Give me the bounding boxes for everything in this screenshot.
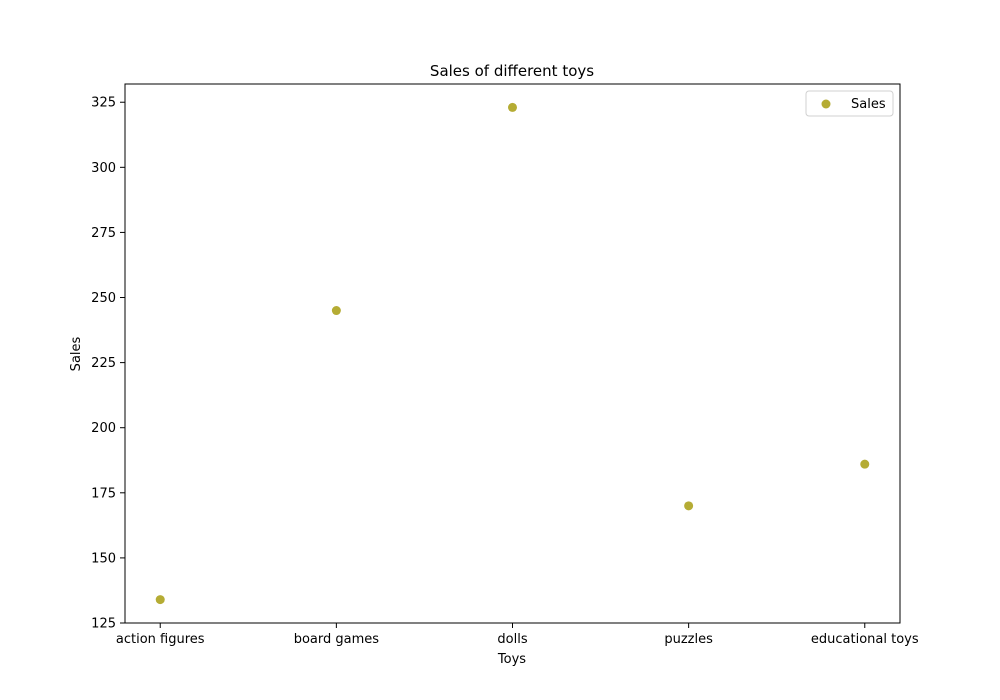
y-tick-label: 275: [91, 226, 116, 241]
legend-marker: [821, 99, 831, 109]
data-point-action-figures: [155, 595, 165, 605]
y-tick-label: 200: [91, 421, 116, 436]
y-axis-ticks: 125 150 175 200 225 250 275 300 325: [91, 96, 125, 632]
x-tick-label: board games: [294, 632, 380, 647]
y-tick-label: 300: [91, 161, 116, 176]
data-point-educational-toys: [860, 459, 870, 469]
x-axis-ticks: action figures board games dolls puzzles edu…: [116, 623, 919, 647]
x-tick-label: action figures: [116, 632, 205, 647]
legend: Sales: [805, 90, 894, 117]
x-tick-label: dolls: [497, 632, 527, 647]
plot-frame: [124, 83, 901, 624]
y-tick-label: 225: [91, 356, 116, 371]
y-tick-label: 175: [91, 486, 116, 501]
y-tick-label: 250: [91, 291, 116, 306]
chart-title: Sales of different toys: [430, 62, 594, 80]
x-axis-label: Toys: [497, 652, 526, 667]
legend-label: Sales: [851, 97, 886, 112]
data-point-board-games: [331, 306, 341, 316]
y-tick-label: 125: [91, 617, 116, 632]
y-tick-label: 325: [91, 96, 116, 111]
data-point-dolls: [508, 102, 517, 112]
data-points: [155, 102, 870, 605]
legend-box: [805, 90, 894, 117]
y-axis-label: Sales: [69, 336, 84, 371]
y-tick-label: 150: [91, 551, 116, 566]
x-tick-label: puzzles: [664, 632, 713, 647]
x-tick-label: educational toys: [811, 632, 919, 647]
data-point-puzzles: [684, 501, 694, 511]
